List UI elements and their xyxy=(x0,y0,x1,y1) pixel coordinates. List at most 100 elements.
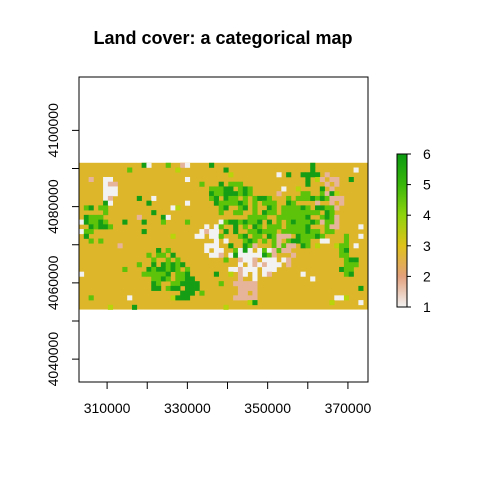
raster-cell xyxy=(343,257,350,263)
raster-cell xyxy=(189,276,195,282)
raster-cell xyxy=(83,205,89,211)
raster-cell xyxy=(262,248,268,254)
raster-cell xyxy=(305,195,311,201)
raster-cell xyxy=(218,210,224,216)
raster-cell xyxy=(213,233,219,239)
raster-cell xyxy=(170,252,176,258)
raster-cell xyxy=(324,205,330,211)
raster-cell xyxy=(252,281,258,287)
raster-cell xyxy=(252,195,258,201)
raster-cell xyxy=(247,243,253,249)
raster-cell xyxy=(228,186,234,192)
raster-cell xyxy=(305,229,311,235)
legend-label: 2 xyxy=(423,268,431,284)
raster-cell xyxy=(329,200,335,206)
raster-cell xyxy=(324,224,330,230)
raster-cell xyxy=(98,219,104,225)
raster-cell xyxy=(247,229,253,235)
raster-cell xyxy=(319,191,325,197)
raster-cell xyxy=(339,252,345,258)
raster-cell xyxy=(295,224,301,230)
raster-cell xyxy=(334,176,340,183)
raster-cell xyxy=(242,252,248,258)
raster-cell xyxy=(252,262,258,268)
raster-cell xyxy=(233,281,239,287)
raster-cell xyxy=(315,205,321,211)
raster-cell xyxy=(319,195,325,201)
raster-cell xyxy=(213,186,219,192)
raster-cell xyxy=(300,233,306,239)
raster-cell xyxy=(257,252,263,258)
raster-cell xyxy=(237,186,244,192)
raster-cell xyxy=(237,181,244,187)
raster-cell xyxy=(324,172,330,178)
raster-cell xyxy=(290,214,297,220)
raster-cell xyxy=(343,248,350,254)
raster-cell xyxy=(88,205,94,211)
raster-cell xyxy=(151,257,157,263)
raster-cell xyxy=(290,210,297,216)
raster-cell xyxy=(281,233,287,239)
raster-cell xyxy=(257,219,263,225)
raster-cell xyxy=(156,276,162,282)
raster-cell xyxy=(184,176,191,183)
raster-cell xyxy=(252,219,258,225)
raster-cell xyxy=(237,285,244,291)
raster-cell xyxy=(180,295,186,301)
raster-cell xyxy=(88,219,94,225)
raster-cell xyxy=(237,295,244,301)
raster-cell xyxy=(233,181,239,187)
raster-cell xyxy=(237,266,244,272)
raster-cell xyxy=(237,252,244,258)
raster-cell xyxy=(180,281,186,287)
raster-cell xyxy=(257,233,263,239)
raster-cell xyxy=(343,252,350,258)
raster-cell xyxy=(266,262,272,268)
raster-cell xyxy=(310,229,316,235)
raster-cell xyxy=(315,233,321,239)
raster-cell xyxy=(107,304,114,310)
raster-cell xyxy=(233,252,239,258)
raster-cell xyxy=(175,266,181,272)
raster-cell xyxy=(305,181,311,187)
raster-cell xyxy=(262,238,268,244)
raster-cell xyxy=(223,238,229,244)
raster-cell xyxy=(334,191,340,197)
raster-cell xyxy=(237,233,244,239)
raster-cell xyxy=(237,191,244,197)
legend-label: 1 xyxy=(423,299,431,315)
raster-cell xyxy=(310,210,316,216)
raster-cell xyxy=(247,266,253,272)
raster-cell xyxy=(276,224,282,230)
raster-cell xyxy=(170,266,176,272)
raster-cell xyxy=(136,262,142,268)
raster-cell xyxy=(103,219,109,225)
raster-cell xyxy=(266,229,272,235)
raster-cell xyxy=(358,285,364,291)
raster-cell xyxy=(213,271,219,277)
raster-cell xyxy=(237,200,244,206)
raster-cell xyxy=(305,219,311,225)
raster-cell xyxy=(300,214,306,220)
raster-cell xyxy=(228,219,234,225)
raster-cell xyxy=(242,233,248,239)
raster-cell xyxy=(343,262,350,268)
raster-cell xyxy=(213,243,219,249)
raster-cell xyxy=(281,210,287,216)
raster-cell xyxy=(213,200,219,206)
raster-cell xyxy=(305,238,311,244)
raster-cell xyxy=(353,262,359,268)
raster-cell xyxy=(310,276,316,282)
raster-cell xyxy=(295,238,301,244)
raster-cell xyxy=(98,205,104,211)
raster-cell xyxy=(83,219,89,225)
raster-cell xyxy=(276,238,282,244)
raster-cell xyxy=(209,186,215,192)
raster-cell xyxy=(141,219,147,225)
raster-cell xyxy=(271,229,277,235)
raster-cell xyxy=(180,262,186,268)
raster-cell xyxy=(295,186,301,192)
raster-cell xyxy=(103,200,109,206)
raster-cell xyxy=(107,186,114,192)
